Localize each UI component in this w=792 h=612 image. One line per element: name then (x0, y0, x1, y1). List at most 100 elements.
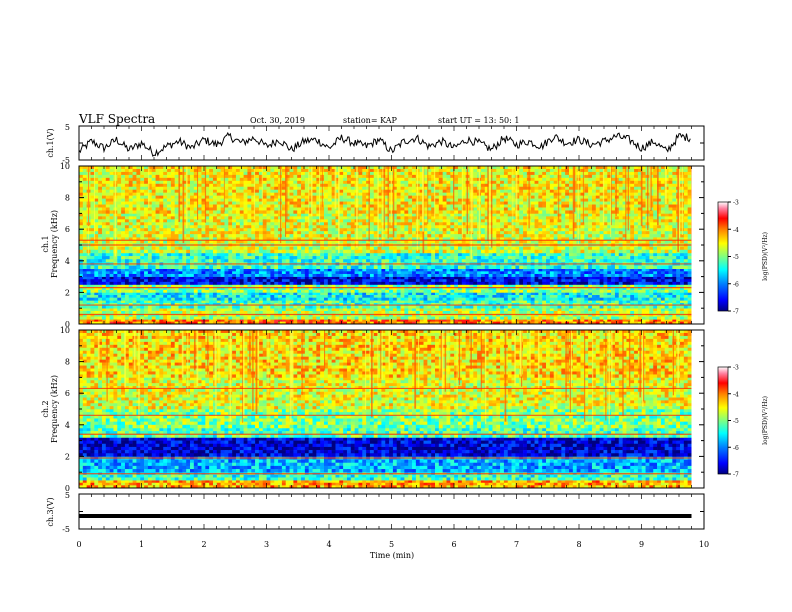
spectrogram-cell (465, 305, 470, 309)
spectrogram-cell (549, 319, 554, 322)
spectrogram-cell (327, 305, 332, 309)
spectrogram-cell (128, 259, 133, 263)
spectrogram-cell (350, 259, 355, 263)
spectrogram-cell (500, 313, 505, 317)
spectrogram-cell (186, 249, 191, 254)
spectrogram-cell (251, 284, 256, 288)
spectrogram-cell (190, 271, 195, 275)
spectrogram-cell (427, 271, 432, 275)
spectrogram-cell (377, 319, 382, 322)
spectrogram-cell (220, 276, 225, 280)
spectrogram-cell (239, 276, 244, 280)
spectrogram-cell (461, 305, 466, 309)
spectrogram-cell (687, 321, 692, 325)
spectrogram-cell (645, 300, 650, 304)
spectrogram-cell (480, 289, 486, 293)
spectrogram-cell (446, 279, 451, 283)
spectrogram-cell (124, 268, 130, 272)
spectrogram-cell (484, 302, 489, 306)
spectrogram-cell (503, 308, 509, 312)
spectrogram-cell (178, 287, 183, 291)
spectrogram-cell (676, 308, 681, 312)
spectrogram-cell (94, 256, 99, 260)
spectrogram-cell (523, 289, 528, 293)
spectrogram-cell (500, 316, 505, 320)
spectrogram-cell (496, 305, 501, 309)
spectrogram-cell (438, 310, 443, 315)
spectrogram-cell (339, 295, 344, 298)
spectrogram-cell (193, 297, 198, 301)
spectrogram-cell (235, 295, 241, 298)
spectrogram-cell (304, 295, 309, 298)
spectrogram-cell (113, 310, 118, 315)
spectrogram-cell (465, 319, 470, 322)
spectrogram-cell (576, 281, 581, 285)
spectrogram-cell (614, 295, 620, 298)
spectrogram-cell (503, 319, 509, 322)
spectrogram-cell (113, 268, 118, 272)
spectrogram-cell (542, 319, 547, 322)
spectrogram-cell (553, 252, 558, 257)
spectrogram-cell (576, 268, 581, 272)
spectrogram-cell (113, 276, 118, 280)
spectrogram-cell (174, 297, 179, 301)
spectrogram-cell (297, 271, 302, 275)
spectrogram-cell (396, 319, 401, 322)
spectrogram-cell (190, 284, 195, 288)
spectrogram-cell (435, 268, 440, 272)
spectrogram-cell (266, 281, 271, 285)
spectrogram-cell (618, 300, 623, 304)
spectrogram-cell (212, 268, 218, 272)
spectrogram-cell (492, 300, 497, 304)
spectrogram-cell (373, 281, 378, 285)
spectrogram-cell (346, 252, 352, 257)
spectrogram-cell (549, 302, 554, 306)
spectrogram-cell (90, 271, 95, 275)
spectrogram-cell (312, 249, 317, 254)
spectrogram-cell (358, 252, 363, 257)
spectrogram-cell (197, 319, 202, 322)
spectrogram-cell (82, 284, 87, 288)
spectrogram-cell (274, 256, 279, 260)
spectrogram-cell (381, 313, 386, 317)
spectrogram-cell (140, 273, 145, 277)
spectrogram-cell (270, 302, 275, 306)
spectrogram-cell (224, 308, 229, 312)
spectrogram-cell (530, 273, 535, 277)
spectrogram-cell (155, 313, 160, 317)
spectrogram-cell (297, 321, 302, 325)
spectrogram-cell (105, 316, 110, 320)
spectrogram-cell (167, 284, 172, 288)
spectrogram-cell (515, 252, 520, 257)
spectrogram-cell (496, 279, 501, 283)
spectrogram-cell (297, 259, 302, 263)
spectrogram-cell (576, 259, 581, 263)
spectrogram-cell (163, 297, 168, 301)
spectrogram-cell (672, 321, 677, 325)
spectrogram-cell (251, 310, 256, 315)
spectrogram-cell (576, 287, 581, 291)
spectrogram-cell (255, 273, 260, 277)
spectrogram-cell (151, 237, 156, 241)
spectrogram-cell (94, 265, 99, 269)
spectrogram-cell (419, 287, 424, 291)
spectrogram-cell (346, 308, 352, 312)
spectrogram-cell (415, 295, 421, 298)
spectrogram-cell (618, 271, 623, 275)
spectrogram-cell (262, 240, 267, 244)
spectrogram-cell (320, 316, 325, 320)
spectrogram-cell (163, 265, 168, 269)
spectrogram-cell (500, 237, 505, 241)
spectrogram-cell (614, 308, 620, 312)
spectrogram-cell (316, 289, 321, 293)
spectrogram-cell (626, 310, 631, 315)
spectrogram-cell (155, 246, 160, 251)
spectrogram-cell (484, 292, 489, 296)
spectrogram-cell (270, 279, 275, 283)
spectrogram-cell (381, 249, 386, 254)
spectrogram-cell (461, 310, 466, 315)
spectrogram-cell (101, 281, 107, 285)
spectrogram-cell (301, 246, 306, 251)
spectrogram-cell (128, 252, 133, 257)
spectrogram-cell (82, 265, 87, 269)
